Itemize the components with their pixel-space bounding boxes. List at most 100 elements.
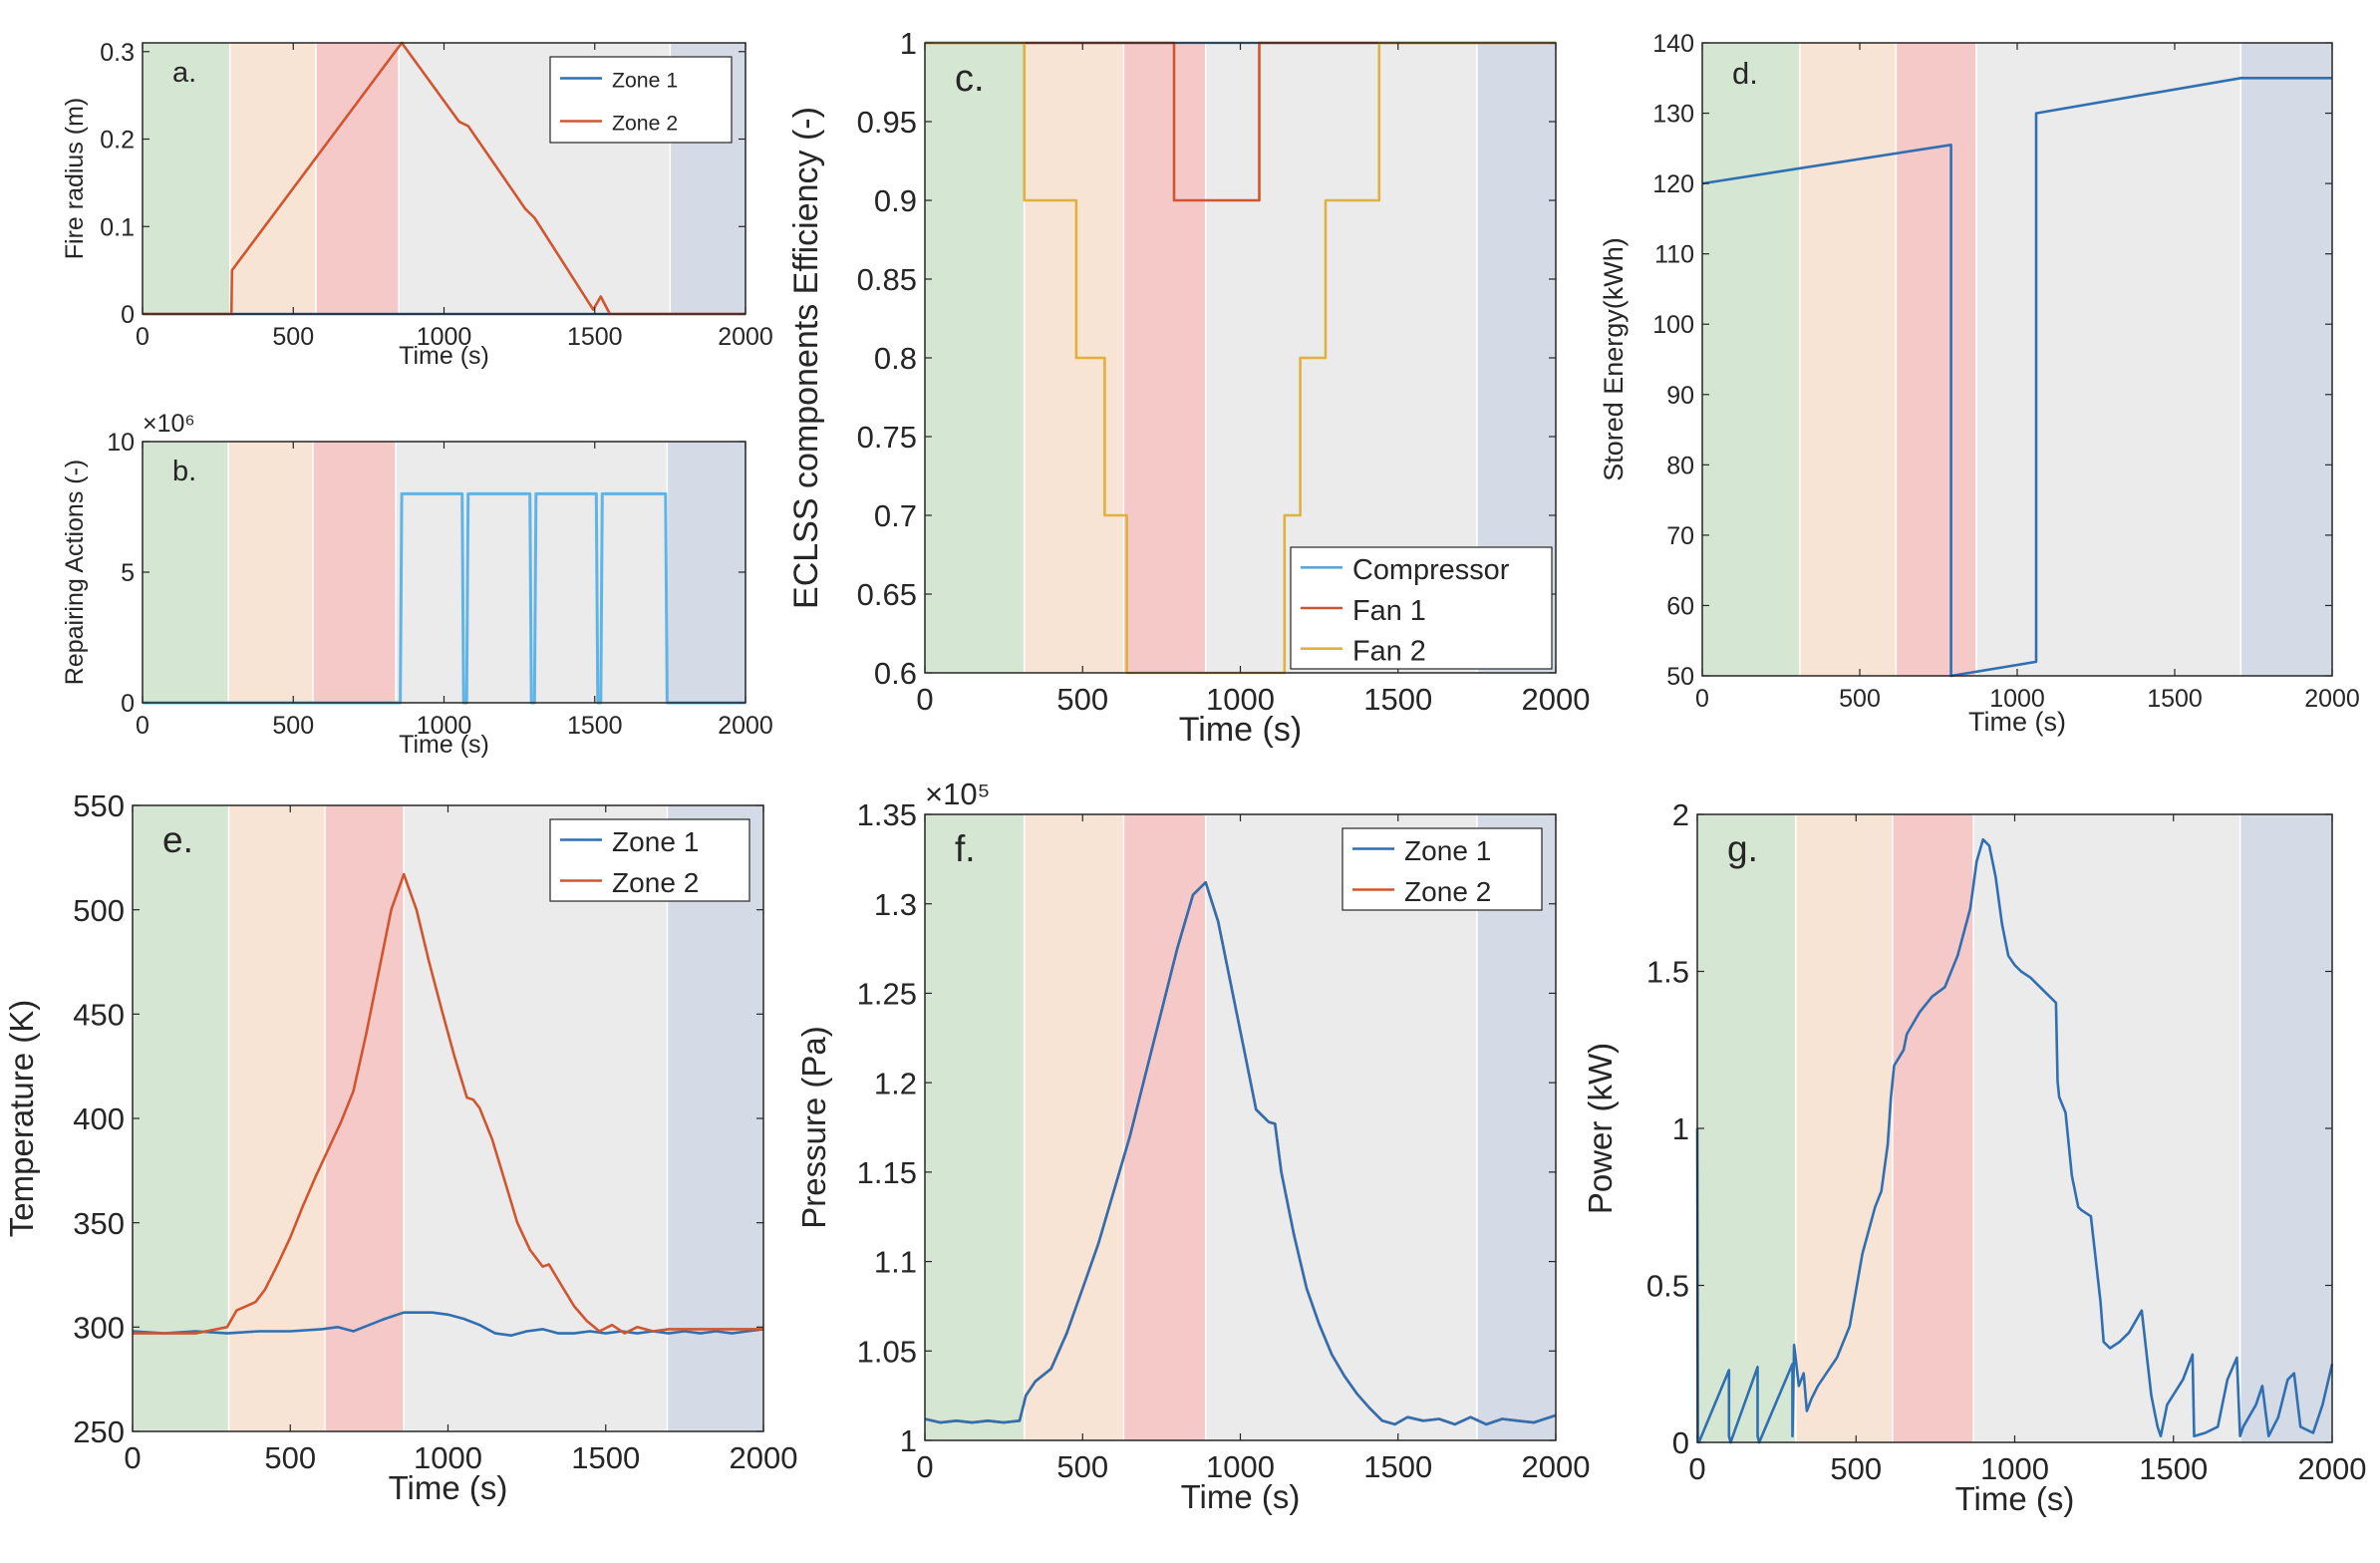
x-axis-label: Time (s) (389, 1469, 508, 1506)
y-tick-label: 0 (121, 301, 135, 329)
y-axis-label: Stored Energy(kWh) (1599, 237, 1629, 481)
y-tick-label: 500 (73, 893, 125, 928)
legend-label: Fan 1 (1352, 595, 1426, 627)
y-axis-label: Repairing Actions (-) (61, 460, 89, 685)
y-tick-label: 0.5 (1646, 1269, 1689, 1304)
legend-box (1341, 827, 1543, 911)
y-tick-label: 0.65 (857, 577, 917, 612)
y-tick-label: 60 (1666, 592, 1694, 620)
y-tick-label: 1 (1672, 1111, 1689, 1146)
panel-label: c. (955, 58, 985, 100)
phase-band-3 (1892, 814, 1974, 1442)
phase-band-5 (2239, 814, 2332, 1442)
y-tick-label: 1.2 (874, 1066, 917, 1100)
x-axis-label: Time (s) (399, 731, 489, 759)
x-tick-label: 1000 (1206, 682, 1275, 717)
y-tick-label: 1.3 (874, 887, 917, 922)
x-tick-label: 500 (1830, 1451, 1882, 1486)
x-tick-label: 0 (136, 323, 149, 351)
y-tick-label: 300 (73, 1310, 125, 1345)
x-tick-label: 1500 (567, 323, 623, 351)
x-tick-label: 2000 (1522, 682, 1591, 717)
y-tick-label: 450 (73, 997, 125, 1032)
x-tick-label: 1500 (1363, 682, 1432, 717)
y-tick-label: 350 (73, 1206, 125, 1241)
legend-label: Zone 1 (612, 68, 678, 92)
x-tick-label: 2000 (2304, 685, 2360, 713)
x-tick-label: 500 (272, 712, 314, 740)
legend: Zone 1 Zone 2 (549, 818, 750, 902)
x-tick-label: 500 (1839, 685, 1881, 713)
y-tick-label: 100 (1652, 311, 1694, 339)
panel-g: 0 500 1000 1500 2000 0 0.5 1 1.5 2 Time (s) Power (… (1582, 797, 2366, 1517)
phase-band-1 (925, 814, 1025, 1440)
y-tick-label: 1 (900, 26, 917, 61)
x-tick-label: 1500 (2147, 685, 2203, 713)
x-tick-label: 0 (124, 1440, 141, 1475)
legend: Zone 1 Zone 2 (549, 56, 733, 144)
legend-label: Zone 1 (612, 826, 699, 857)
panel-label: g. (1727, 828, 1758, 869)
panel-label: a. (172, 57, 196, 89)
panel-c: 0 500 1000 1500 2000 0.6 0.65 0.7 0.75 0.8 0.85 0.9… (787, 26, 1590, 749)
x-tick-label: 1000 (417, 712, 472, 740)
phase-band-1 (143, 442, 229, 703)
y-axis-label: Pressure (Pa) (795, 1026, 832, 1229)
x-tick-label: 1000 (1989, 685, 2045, 713)
phase-band-1 (925, 43, 1025, 673)
phase-band-1 (143, 43, 230, 314)
phase-band-4 (404, 805, 668, 1431)
y-tick-label: 0.8 (874, 341, 917, 376)
phase-band-4 (1973, 814, 2240, 1442)
y-tick-label: 0.3 (100, 39, 135, 67)
phase-band-3 (325, 805, 405, 1431)
y-tick-label: 250 (73, 1414, 125, 1449)
y-tick-label: 10 (107, 429, 135, 457)
x-tick-label: 0 (916, 1449, 933, 1484)
y-tick-label: 1.25 (857, 977, 917, 1012)
y-tick-label: 120 (1652, 170, 1694, 198)
y-tick-label: 0.9 (874, 183, 917, 218)
x-axis-label: Time (s) (1181, 1478, 1301, 1515)
y-tick-label: 1.15 (857, 1155, 917, 1190)
phase-band-2 (1024, 814, 1124, 1440)
y-tick-label: 1.1 (874, 1245, 917, 1280)
y-tick-label: 1.35 (857, 797, 917, 832)
y-tick-label: 0 (1672, 1425, 1689, 1460)
x-tick-label: 0 (1695, 685, 1709, 713)
y-tick-label: 50 (1666, 663, 1694, 691)
y-tick-label: 110 (1654, 241, 1694, 269)
phase-band-4 (1975, 43, 2241, 676)
x-tick-label: 1500 (567, 712, 623, 740)
panel-label: b. (172, 456, 196, 487)
panel-d: 0 500 1000 1500 2000 50 60 70 80 90 100 110 120 130 14… (1599, 30, 2360, 737)
x-tick-label: 1000 (1206, 1449, 1275, 1484)
y-tick-label: 0.2 (100, 127, 135, 155)
series-zone-1 (924, 880, 1557, 1426)
x-tick-label: 2000 (1522, 1449, 1591, 1484)
panel-label: d. (1732, 56, 1758, 91)
x-tick-label: 500 (1056, 682, 1108, 717)
phase-band-1 (1702, 43, 1800, 676)
legend-label: Zone 2 (1404, 876, 1491, 907)
y-axis-label: Temperature (K) (3, 1000, 40, 1237)
y-tick-label: 400 (73, 1101, 125, 1136)
y-tick-label: 80 (1666, 452, 1694, 479)
phase-band-3 (315, 43, 400, 314)
phase-band-2 (228, 442, 313, 703)
y-tick-label: 1 (900, 1423, 917, 1458)
y-tick-label: 130 (1652, 101, 1694, 129)
phase-band-4 (1205, 814, 1477, 1440)
panel-label: e. (162, 819, 193, 860)
axis-exponent: ×10⁵ (925, 777, 990, 811)
phase-band-3 (1123, 814, 1206, 1440)
phase-band-2 (1799, 43, 1897, 676)
x-tick-label: 1000 (1980, 1451, 2049, 1486)
y-tick-label: 0.7 (874, 498, 917, 533)
x-tick-label: 2000 (718, 712, 773, 740)
series-zone-2 (133, 872, 763, 1335)
y-tick-label: 5 (121, 559, 135, 587)
panel-b: 0 500 1000 1500 2000 0 5 10 ×10⁶ Time (s) Repairin… (61, 410, 773, 759)
phase-band-1 (1697, 814, 1796, 1442)
legend-box (549, 818, 750, 902)
